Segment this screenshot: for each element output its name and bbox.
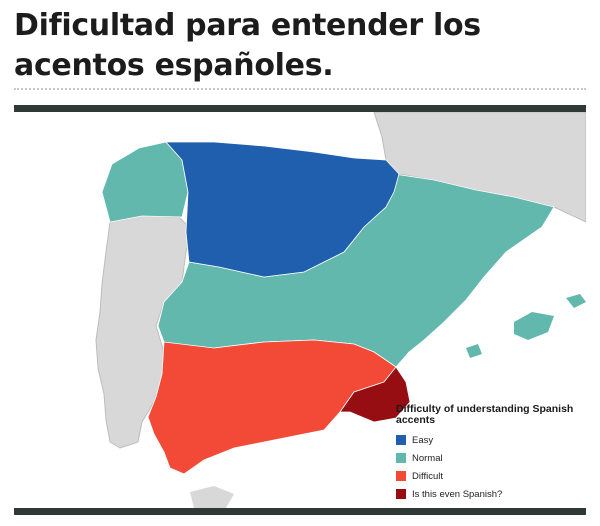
region-easy xyxy=(165,141,400,278)
region-difficult xyxy=(147,339,397,475)
legend-label: Easy xyxy=(412,434,434,446)
map-legend: Difficulty of understanding Spanish acce… xyxy=(396,404,576,504)
legend-label: Normal xyxy=(412,452,443,464)
legend-item-spanish: Is this even Spanish? xyxy=(396,486,576,502)
map-image[interactable]: Difficulty of understanding Spanish acce… xyxy=(14,112,586,508)
image-frame-bottom xyxy=(14,508,586,515)
legend-item-normal: Normal xyxy=(396,450,576,466)
legend-label: Difficult xyxy=(412,470,443,482)
spain-map xyxy=(95,112,586,508)
legend-swatch-easy xyxy=(396,435,406,445)
legend-item-easy: Easy xyxy=(396,432,576,448)
legend-item-difficult: Difficult xyxy=(396,468,576,484)
balearic-menorca xyxy=(566,294,586,308)
legend-swatch-difficult xyxy=(396,471,406,481)
legend-swatch-spanish xyxy=(396,489,406,499)
legend-swatch-normal xyxy=(396,453,406,463)
title-divider xyxy=(14,88,586,90)
legend-title: Difficulty of understanding Spanish acce… xyxy=(396,403,574,426)
north-africa-land xyxy=(190,486,234,508)
image-frame-top xyxy=(14,105,586,112)
balearic-mallorca xyxy=(514,312,554,340)
legend-label: Is this even Spanish? xyxy=(412,488,503,500)
page-title: Dificultad para entender los acentos esp… xyxy=(14,8,481,83)
balearic-ibiza xyxy=(466,344,482,358)
region-murcia xyxy=(339,366,411,423)
